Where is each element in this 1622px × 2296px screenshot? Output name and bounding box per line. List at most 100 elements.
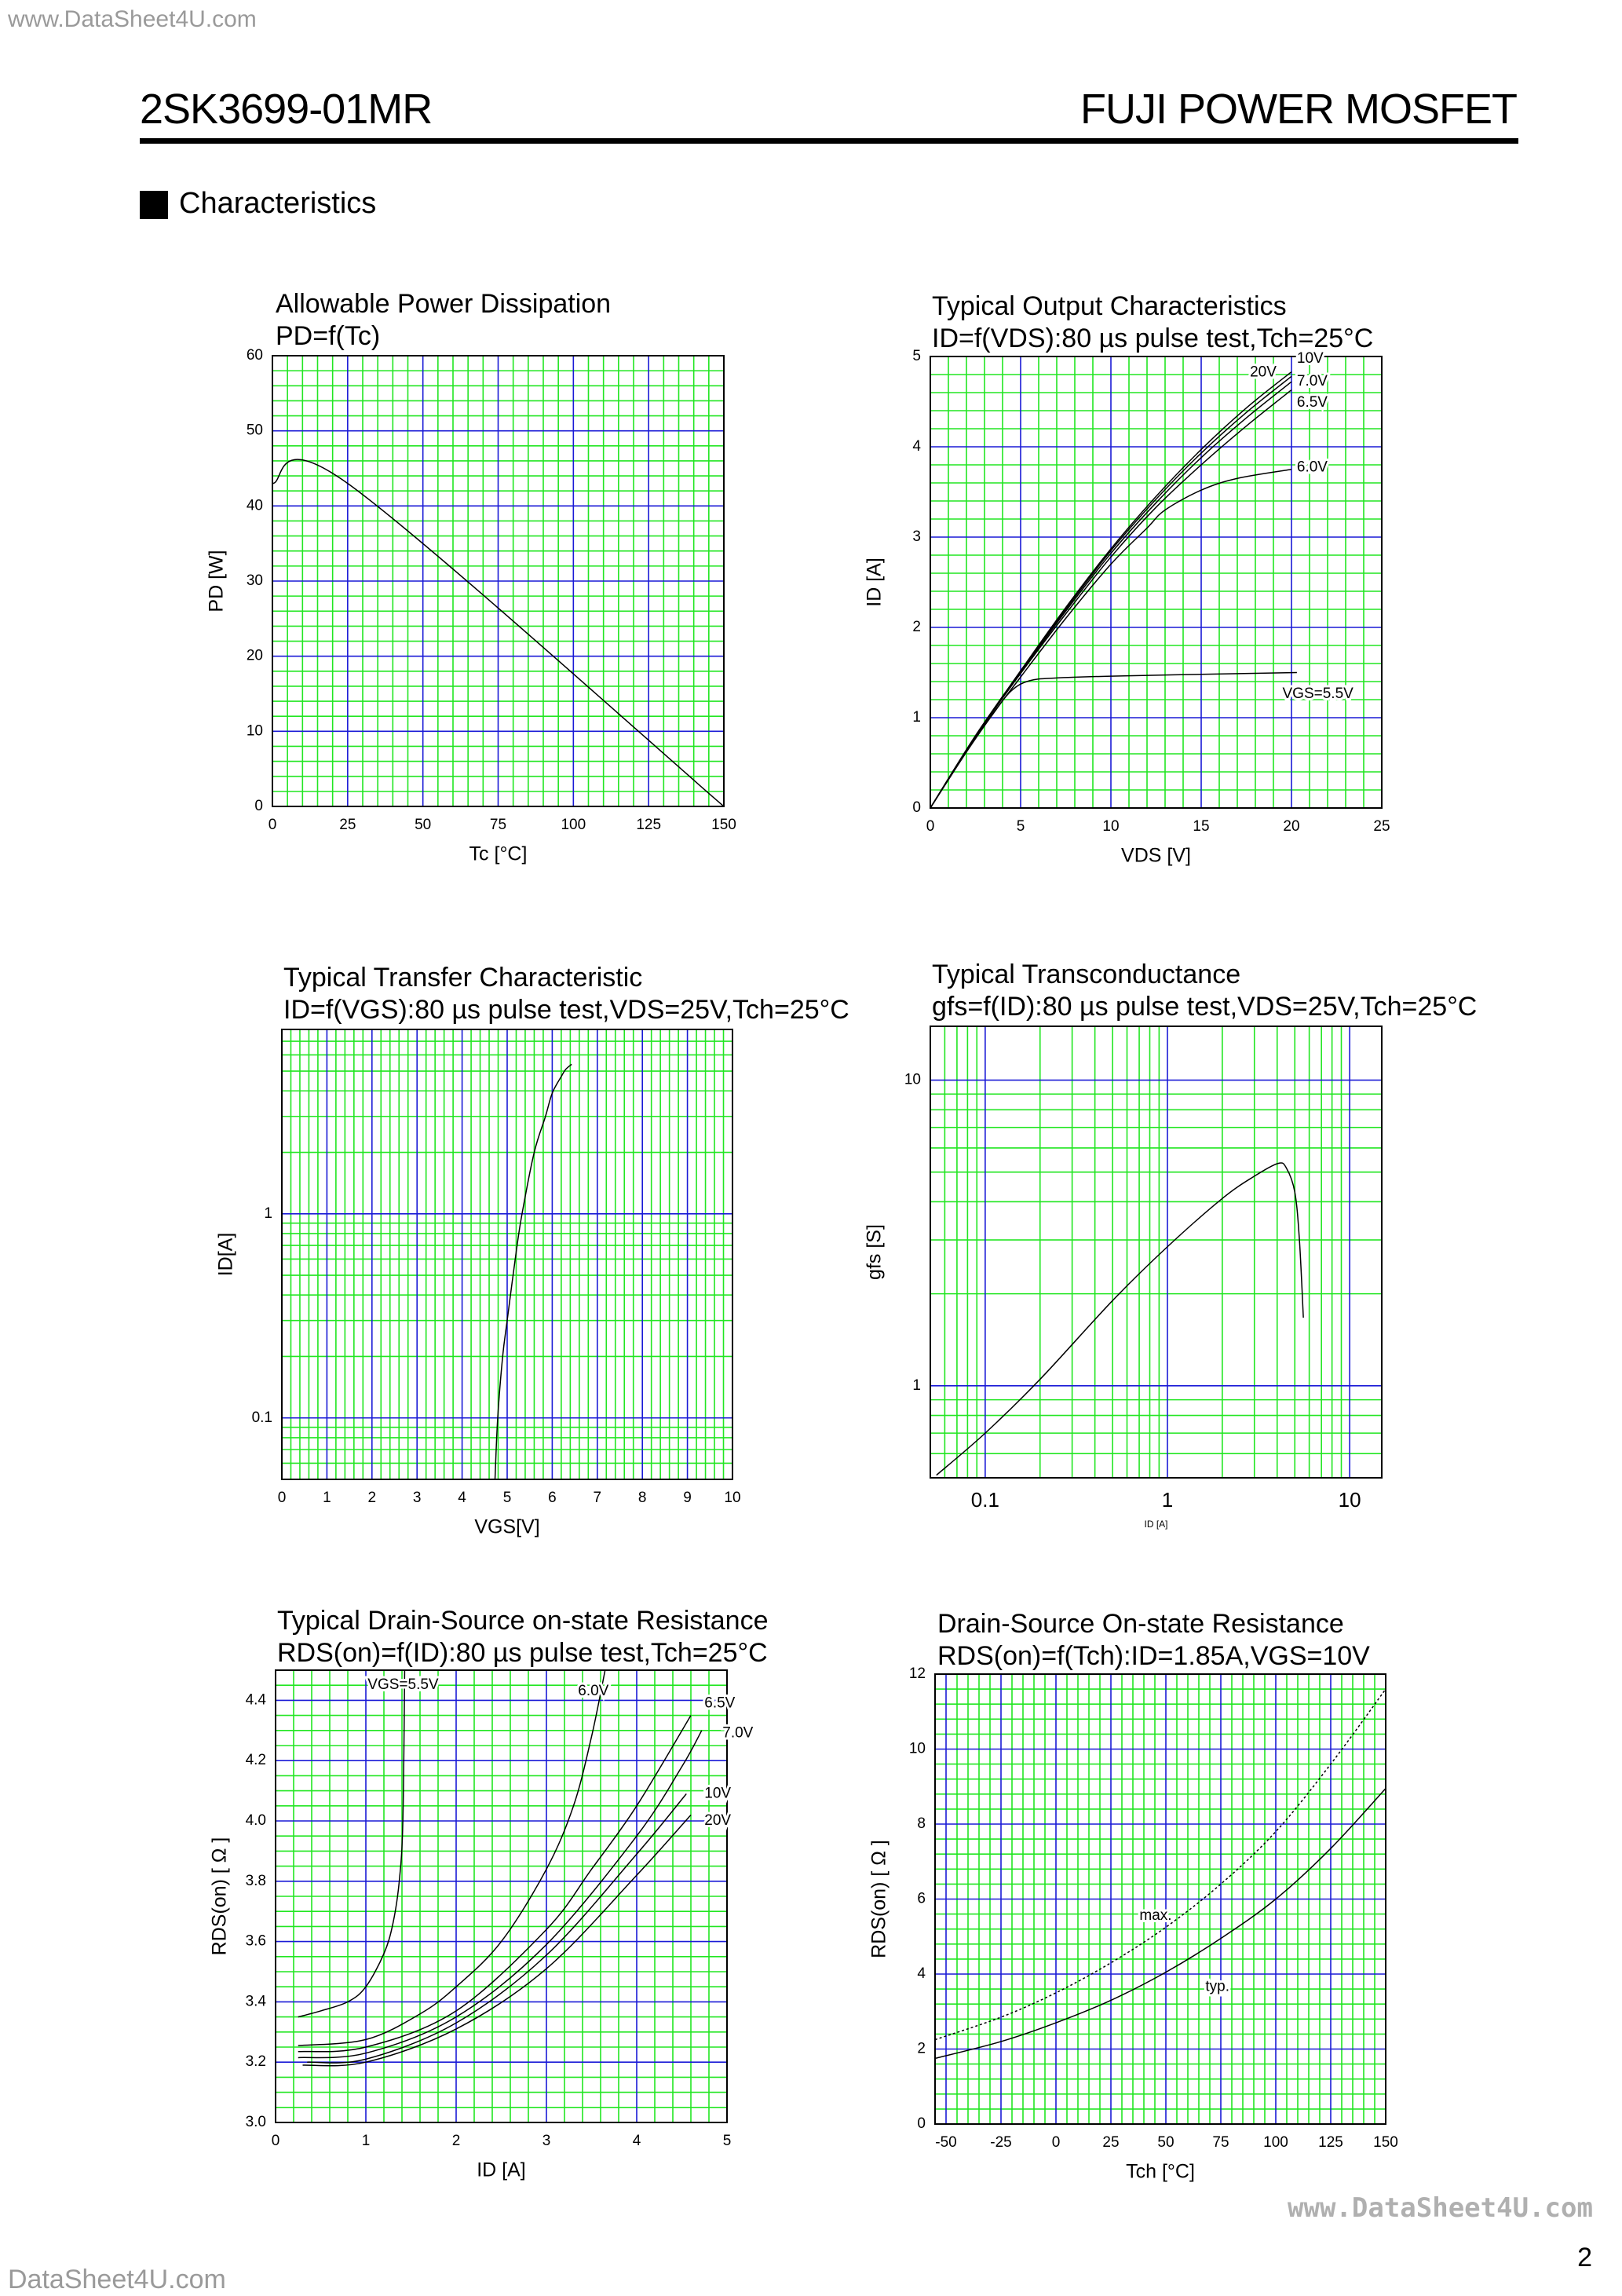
series-label: 6.5V [1297,394,1328,411]
series-line-1 [936,1162,1304,1476]
x-tick-label: 8 [638,1490,647,1506]
y-tick-label: 1 [264,1205,272,1222]
y-tick-label: 40 [247,497,263,514]
brand-title: FUJI POWER MOSFET [1080,86,1518,133]
x-tick-label: 125 [636,817,661,833]
series-line-max- [934,1688,1386,2041]
page-number: 2 [1577,2243,1592,2272]
series-line-6-0v [298,1669,606,2046]
chart-subtitle: ID=f(VGS):80 µs pulse test,VDS=25V,Tch=2… [283,995,849,1025]
y-axis-label: gfs [S] [864,1224,886,1280]
x-tick-label: 9 [683,1490,692,1506]
series-label: VGS=5.5V [1283,686,1354,702]
x-tick-label: 0 [278,1490,287,1506]
x-tick-label: 4 [458,1490,466,1506]
x-tick-label: 5 [503,1490,512,1506]
y-tick-label: 10 [909,1741,926,1757]
series-line-1 [272,459,725,807]
chart-title: Typical Output Characteristics [932,291,1287,321]
plot-frame [281,1029,733,1480]
chart-2: Typical Output Characteristics ID=f(VDS):… [864,291,1390,867]
chart-title: Typical Drain-Source on-state Resistance [277,1606,769,1636]
y-axis-label: RDS(on) [ Ω ] [868,1840,890,1958]
x-tick-label: 3 [542,2133,551,2149]
y-tick-label: 50 [247,422,263,439]
y-tick-label: 30 [247,572,263,589]
y-tick-label: 3.4 [246,1993,267,2009]
series-line-20v [302,1814,692,2067]
y-axis-label: ID [A] [864,558,886,607]
x-tick-label: 10 [1102,818,1119,835]
x-tick-label: 75 [1212,2134,1229,2151]
x-tick-label: 25 [339,817,356,833]
grid [930,356,1383,809]
x-tick-label: 25 [1102,2134,1119,2151]
y-tick-label: 3.2 [246,2053,266,2070]
x-tick-label: 100 [1263,2134,1288,2151]
y-tick-label: 0.1 [252,1409,272,1426]
chart-subtitle: ID=f(VDS):80 µs pulse test,Tch=25°C [932,324,1373,353]
x-tick-label: 3 [413,1490,422,1506]
series-line-vgs-5-5v [298,1669,406,2018]
plot-frame [930,356,1383,809]
part-number: 2SK3699-01MR [140,86,433,133]
chart-3: Typical Transfer CharacteristicID=f(VGS)… [215,963,849,1538]
y-tick-label: 3.8 [246,1873,266,1889]
series-label: 6.0V [578,1683,608,1699]
grid [272,355,725,807]
x-tick-label: -25 [990,2134,1011,2151]
series-line-7-0v [298,1730,703,2059]
x-tick-label: 5 [723,2133,732,2149]
chart-subtitle: gfs=f(ID):80 µs pulse test,VDS=25V,Tch=2… [932,992,1477,1022]
series-line-1 [494,1063,572,1480]
y-tick-label: 3.0 [246,2114,266,2130]
x-tick-label: 0 [1052,2134,1061,2151]
series-label: VGS=5.5V [367,1676,439,1693]
section-square-icon [140,191,168,219]
y-axis-label: PD [W] [206,550,228,612]
x-tick-label: 0 [272,2133,280,2149]
x-tick-label: 1 [1162,1488,1173,1512]
plot-frame [934,1673,1386,2125]
x-axis-label: ID [A] [477,2159,526,2181]
x-tick-label: 20 [1283,818,1299,835]
series-line-6-5v [930,389,1292,809]
x-axis-label: VGS[V] [474,1516,539,1538]
y-tick-label: 0 [917,2115,926,2132]
watermark-bottom: DataSheet4U.com [8,2265,226,2294]
x-tick-label: 25 [1373,818,1390,835]
x-tick-label: 150 [1373,2134,1398,2151]
watermark-top: www.DataSheet4U.com [8,6,257,32]
y-tick-label: 0 [912,799,921,816]
series-label: 20V [704,1812,731,1829]
chart-title: Typical Transfer Characteristic [283,963,642,993]
y-tick-label: 0 [254,798,263,814]
series-label: 6.5V [704,1695,735,1711]
x-tick-label: 0.1 [971,1488,999,1512]
x-tick-label: 100 [561,817,586,833]
series-label: 6.0V [1297,459,1328,475]
x-tick-label: 0 [269,817,277,833]
x-axis-label: Tch [°C] [1126,2161,1195,2183]
x-axis-label: Tc [°C] [469,843,528,865]
y-tick-label: 4.2 [246,1752,266,1768]
series-label: max. [1139,1907,1171,1924]
x-tick-label: 75 [490,817,506,833]
y-tick-label: 4 [912,438,921,455]
section-title: Characteristics [179,187,377,220]
x-tick-label: 50 [415,817,431,833]
x-tick-label: -50 [935,2134,956,2151]
series-line-vgs-5-5v [930,671,1297,809]
x-tick-label: 5 [1017,818,1025,835]
y-tick-label: 4.4 [246,1691,267,1708]
y-tick-label: 8 [917,1815,926,1832]
series-line-typ- [934,1788,1386,2060]
grid [281,1029,733,1480]
chart-title: Allowable Power Dissipation [276,289,611,319]
y-tick-label: 12 [909,1665,926,1682]
series-label: 20V [1250,364,1277,381]
header-rule [140,138,1518,144]
y-tick-label: 3 [912,528,921,545]
x-tick-label: 10 [1339,1488,1361,1512]
